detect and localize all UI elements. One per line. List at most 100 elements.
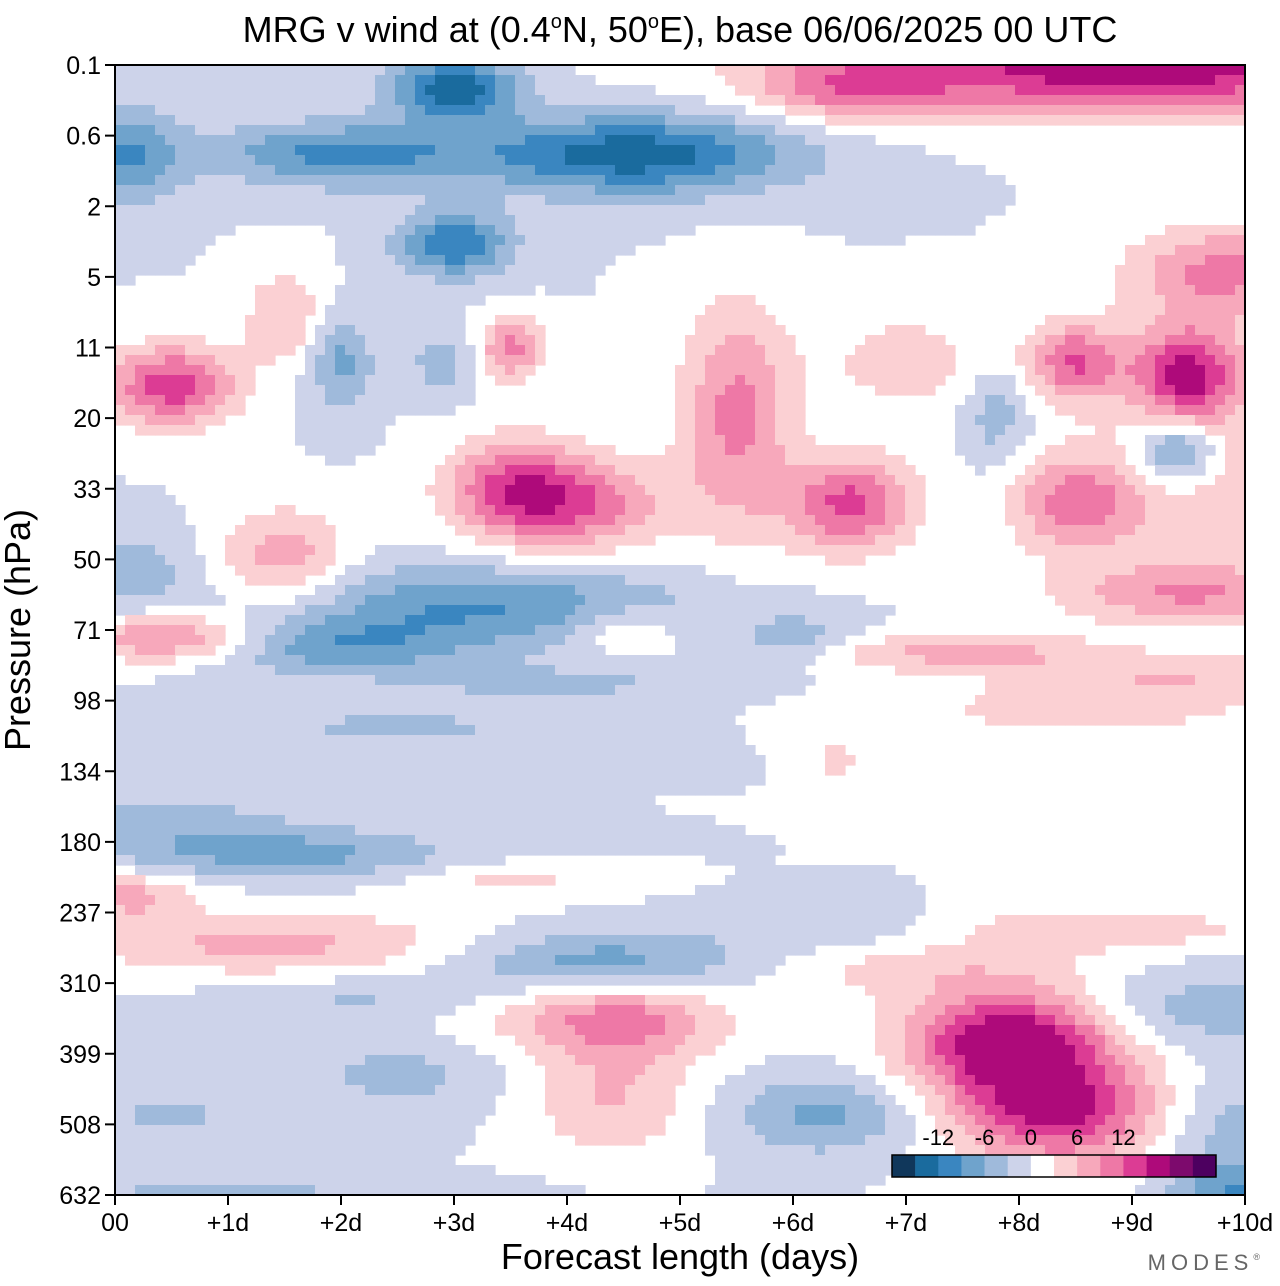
contour-cell	[1205, 555, 1216, 566]
contour-cell	[345, 605, 356, 616]
contour-cell	[255, 695, 266, 706]
contour-cell	[365, 255, 376, 266]
contour-cell	[1165, 545, 1176, 556]
contour-cell	[1135, 535, 1146, 546]
contour-cell	[1135, 615, 1146, 626]
contour-cell	[745, 115, 756, 126]
contour-cell	[385, 615, 396, 626]
contour-cell	[855, 195, 866, 206]
contour-cell	[425, 255, 436, 266]
contour-cell	[435, 585, 446, 596]
contour-cell	[705, 185, 716, 196]
contour-cell	[685, 565, 696, 576]
contour-cell	[295, 655, 306, 666]
contour-cell	[465, 95, 476, 106]
contour-cell	[1125, 565, 1136, 576]
contour-cell	[565, 95, 576, 106]
contour-cell	[305, 525, 316, 536]
contour-cell	[245, 635, 256, 646]
contour-cell	[715, 205, 726, 216]
contour-cell	[1025, 645, 1036, 656]
contour-cell	[305, 105, 316, 116]
contour-cell	[595, 615, 606, 626]
contour-cell	[125, 415, 136, 426]
contour-cell	[545, 235, 556, 246]
contour-cell	[445, 395, 456, 406]
contour-cell	[385, 335, 396, 346]
contour-cell	[795, 605, 806, 616]
contour-cell	[945, 655, 956, 666]
contour-cell	[345, 665, 356, 676]
contour-cell	[465, 175, 476, 186]
contour-cell	[435, 245, 446, 256]
contour-cell	[495, 365, 506, 376]
contour-cell	[575, 685, 586, 696]
contour-cell	[435, 285, 446, 296]
contour-cell	[915, 645, 926, 656]
contour-cell	[715, 215, 726, 226]
contour-cell	[725, 385, 736, 396]
contour-cell	[355, 685, 366, 696]
contour-cell	[975, 85, 986, 96]
contour-cell	[1155, 575, 1166, 586]
contour-cell	[505, 235, 516, 246]
contour-cell	[475, 555, 486, 566]
contour-cell	[465, 665, 476, 676]
contour-cell	[1045, 485, 1056, 496]
contour-cell	[895, 105, 906, 116]
contour-cell	[1235, 435, 1245, 446]
contour-cell	[325, 405, 336, 416]
contour-cell	[935, 75, 946, 86]
contour-cell	[145, 125, 156, 136]
contour-cell	[1135, 405, 1146, 416]
contour-cell	[165, 265, 176, 276]
contour-cell	[155, 105, 166, 116]
contour-cell	[465, 585, 476, 596]
contour-cell	[195, 245, 206, 256]
contour-cell	[425, 215, 436, 226]
contour-cell	[525, 215, 536, 226]
contour-cell	[505, 455, 516, 466]
contour-cell	[765, 505, 776, 516]
contour-cell	[1145, 255, 1156, 266]
contour-cell	[1105, 505, 1116, 516]
contour-cell	[325, 375, 336, 386]
contour-cell	[1095, 565, 1106, 576]
contour-cell	[505, 705, 516, 716]
contour-cell	[115, 575, 126, 586]
contour-cell	[165, 495, 176, 506]
contour-cell	[285, 505, 296, 516]
contour-cell	[395, 85, 406, 96]
contour-cell	[1135, 525, 1146, 536]
contour-cell	[615, 475, 626, 486]
contour-cell	[315, 685, 326, 696]
contour-cell	[345, 255, 356, 266]
contour-cell	[515, 605, 526, 616]
contour-cell	[325, 395, 336, 406]
contour-cell	[495, 375, 506, 386]
contour-cell	[845, 235, 856, 246]
contour-cell	[625, 655, 636, 666]
contour-cell	[455, 645, 466, 656]
contour-cell	[435, 345, 446, 356]
contour-cell	[1155, 85, 1166, 96]
contour-cell	[885, 505, 896, 516]
contour-cell	[325, 635, 336, 646]
contour-cell	[175, 405, 186, 416]
contour-cell	[885, 605, 896, 616]
contour-cell	[285, 685, 296, 696]
contour-cell	[385, 585, 396, 596]
contour-cell	[395, 185, 406, 196]
contour-cell	[1235, 355, 1245, 366]
contour-cell	[555, 645, 566, 656]
contour-cell	[835, 555, 846, 566]
contour-cell	[505, 315, 516, 326]
contour-cell	[145, 585, 156, 596]
contour-cell	[565, 175, 576, 186]
contour-cell	[145, 135, 156, 146]
contour-cell	[795, 495, 806, 506]
contour-cell	[775, 455, 786, 466]
contour-cell	[1075, 435, 1086, 446]
contour-cell	[795, 595, 806, 606]
contour-cell	[405, 635, 416, 646]
